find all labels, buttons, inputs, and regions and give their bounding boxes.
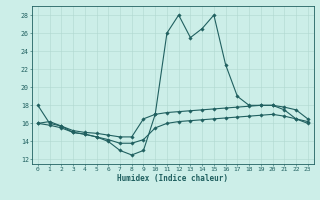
X-axis label: Humidex (Indice chaleur): Humidex (Indice chaleur)	[117, 174, 228, 183]
